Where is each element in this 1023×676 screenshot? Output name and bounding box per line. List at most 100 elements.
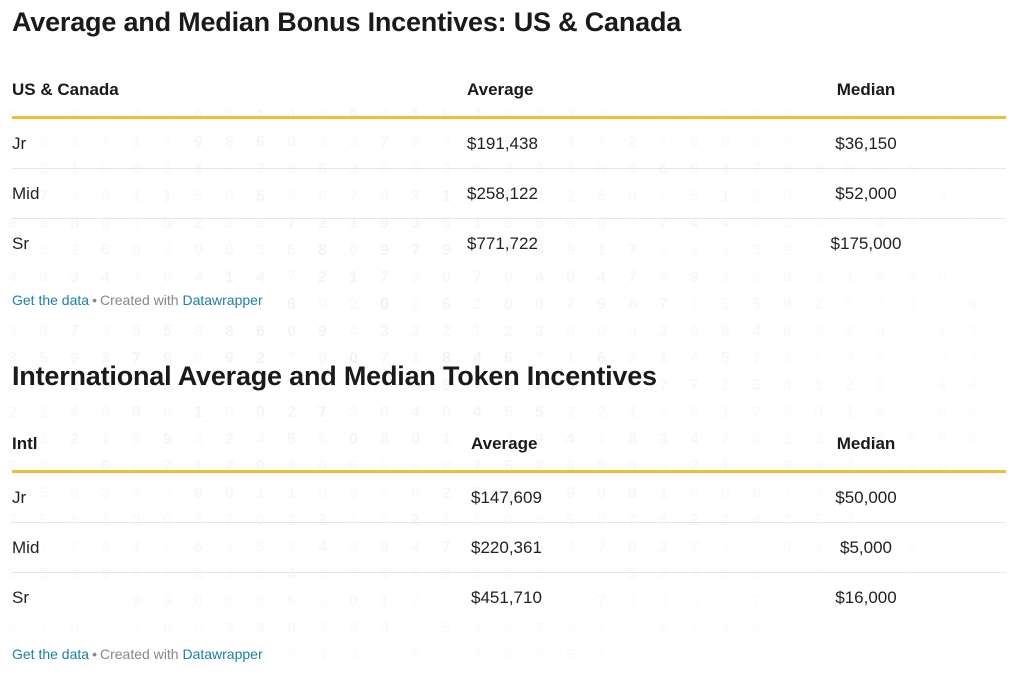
chart-footer: Get the data • Created with Datawrapper (12, 646, 1006, 662)
background-digit: 4 (690, 350, 699, 367)
background-digit: 8 (39, 323, 48, 340)
background-digit: 5 (39, 242, 48, 259)
background-digit: 2 (566, 404, 575, 421)
background-digit: 0 (504, 269, 513, 286)
background-digit: 3 (70, 269, 79, 286)
background-digit: 7 (566, 296, 575, 313)
get-the-data-link[interactable]: Get the data (12, 646, 90, 662)
background-digit: 4 (8, 269, 17, 286)
background-digit: 3 (411, 269, 420, 286)
background-digit: 9 (101, 566, 110, 583)
background-digit: 7 (287, 215, 296, 232)
background-digit: 1 (349, 215, 358, 232)
background-digit: 3 (535, 566, 544, 583)
background-digit: 9 (597, 296, 606, 313)
row-label: Mid (12, 168, 467, 219)
table-row: Mid $220,361 $5,000 (12, 522, 1006, 573)
table-row: Mid $258,122 $52,000 (12, 168, 1006, 219)
background-digit: 4 (70, 404, 79, 421)
background-digit: 0 (442, 404, 451, 421)
background-digit: 2 (101, 296, 110, 313)
column-header-median[interactable]: Median (726, 67, 1006, 119)
background-digit: 8 (8, 377, 17, 394)
cell-average: $771,722 (467, 233, 538, 253)
background-digit: 3 (380, 620, 389, 637)
background-digit: 5 (39, 566, 48, 583)
background-digit: 2 (845, 323, 854, 340)
column-header-label[interactable]: US & Canada (12, 67, 467, 119)
background-digit: 6 (287, 296, 296, 313)
background-digit: 4 (473, 350, 482, 367)
background-digit: 3 (535, 377, 544, 394)
background-digit: 6 (876, 404, 885, 421)
row-label: Sr (12, 587, 29, 607)
background-digit: 0 (101, 377, 110, 394)
background-digit: 0 (194, 242, 203, 259)
background-digit: 1 (659, 350, 668, 367)
background-digit: 9 (442, 566, 451, 583)
background-digit: 2 (473, 296, 482, 313)
data-table: Intl Average Median Jr $147,609 $50,000 … (12, 421, 1006, 622)
background-digit: 6 (163, 296, 172, 313)
background-digit: 5 (163, 323, 172, 340)
background-digit: 8 (194, 566, 203, 583)
background-digit: 0 (256, 404, 265, 421)
background-digit: 9 (380, 377, 389, 394)
table-block-us-canada: Average and Median Bonus Incentives: US … (12, 0, 1006, 308)
background-digit: 5 (752, 377, 761, 394)
row-label: Sr (12, 233, 29, 253)
background-digit: 7 (256, 296, 265, 313)
background-digit: 5 (628, 566, 637, 583)
background-digit: 3 (535, 323, 544, 340)
column-header-average[interactable]: Average (467, 67, 726, 119)
background-digit: 5 (132, 323, 141, 340)
background-digit: 3 (8, 323, 17, 340)
get-the-data-link[interactable]: Get the data (12, 292, 90, 308)
background-digit: 1 (349, 269, 358, 286)
background-digit: 4 (473, 404, 482, 421)
background-digit: 9 (194, 377, 203, 394)
datawrapper-link[interactable]: Datawrapper (182, 292, 263, 308)
chart-footer: Get the data • Created with Datawrapper (12, 292, 1006, 308)
background-digit: 0 (39, 296, 48, 313)
background-digit: 9 (814, 323, 823, 340)
background-digit: 2 (132, 296, 141, 313)
background-digit: 6 (566, 215, 575, 232)
background-digit: 1 (566, 350, 575, 367)
background-digit: 2 (442, 323, 451, 340)
background-digit: 6 (163, 377, 172, 394)
column-header-median[interactable]: Median (726, 421, 1006, 473)
background-digit: 3 (659, 323, 668, 340)
background-digit: 2 (411, 296, 420, 313)
background-digit: 7 (132, 269, 141, 286)
background-digit: 8 (8, 215, 17, 232)
table-row: Sr $451,710 $16,000 (12, 573, 1006, 623)
background-digit: 2 (597, 404, 606, 421)
background-digit: 7 (597, 593, 606, 610)
background-digit: 6 (287, 593, 296, 610)
background-digit: 9 (318, 323, 327, 340)
background-digit: 2 (70, 242, 79, 259)
background-digit: 3 (256, 620, 265, 637)
background-digit: 9 (566, 242, 575, 259)
background-digit: 9 (380, 215, 389, 232)
background-digit: 6 (380, 404, 389, 421)
row-label: Jr (12, 471, 471, 523)
background-digit: 9 (256, 215, 265, 232)
column-header-average[interactable]: Average (471, 421, 726, 473)
background-digit: 8 (225, 323, 234, 340)
datawrapper-link[interactable]: Datawrapper (182, 646, 263, 662)
background-digit: 5 (721, 296, 730, 313)
background-digit: 6 (101, 242, 110, 259)
background-digit: 9 (101, 404, 110, 421)
background-digit: 6 (907, 323, 916, 340)
background-digit: 2 (318, 269, 327, 286)
cell-median: $52,000 (726, 168, 1006, 219)
cell-median: $16,000 (835, 587, 897, 607)
background-digit: 5 (752, 296, 761, 313)
column-header-label[interactable]: Intl (12, 421, 471, 473)
background-digit: 3 (411, 323, 420, 340)
background-digit: 8 (194, 296, 203, 313)
background-digit: 1 (225, 296, 234, 313)
background-digit: 7 (287, 377, 296, 394)
